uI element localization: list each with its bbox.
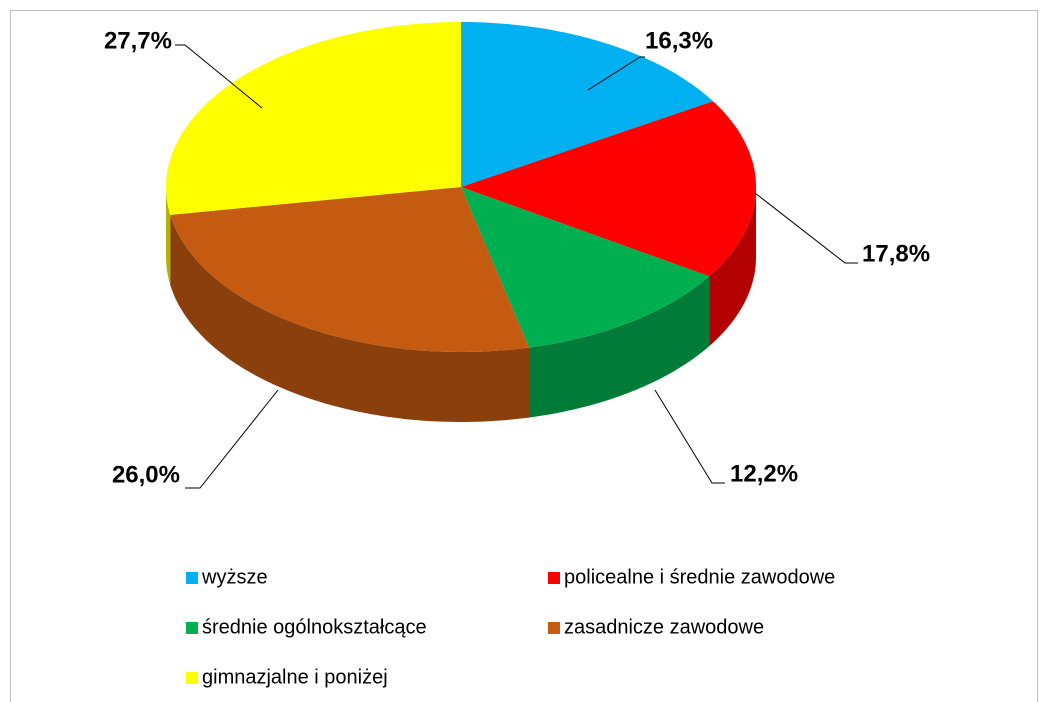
- leader-line: [754, 192, 858, 264]
- legend-label: wyższe: [201, 566, 268, 588]
- data-label: 26,0%: [112, 461, 180, 488]
- legend-swatch: [186, 622, 198, 634]
- legend-swatch: [186, 672, 198, 684]
- pie-slice: [461, 101, 756, 277]
- leader-line: [587, 56, 645, 91]
- legend-swatch: [548, 622, 560, 634]
- legend-label: policealne i średnie zawodowe: [564, 566, 835, 588]
- pie-side: [709, 187, 756, 347]
- legend-swatch: [186, 572, 198, 584]
- legend-label: średnie ogólnokształcące: [202, 616, 427, 638]
- pie-slice: [461, 22, 713, 187]
- leader-line: [175, 44, 263, 109]
- data-label: 12,2%: [730, 460, 798, 487]
- pie-slice: [461, 187, 710, 348]
- data-label: 17,8%: [862, 240, 930, 267]
- legend-label: zasadnicze zawodowe: [564, 616, 764, 638]
- data-label: 16,3%: [645, 27, 713, 54]
- pie-side: [166, 187, 171, 285]
- data-label: 27,7%: [104, 27, 172, 54]
- legend-label: gimnazjalne i poniżej: [202, 666, 388, 688]
- chart-frame: [10, 10, 1038, 702]
- pie-slice: [170, 187, 529, 352]
- pie-slice: [166, 22, 461, 215]
- leader-line: [185, 389, 279, 489]
- legend-swatch: [548, 572, 560, 584]
- leader-line: [654, 389, 725, 484]
- pie-side: [529, 276, 710, 418]
- pie-side: [170, 214, 529, 422]
